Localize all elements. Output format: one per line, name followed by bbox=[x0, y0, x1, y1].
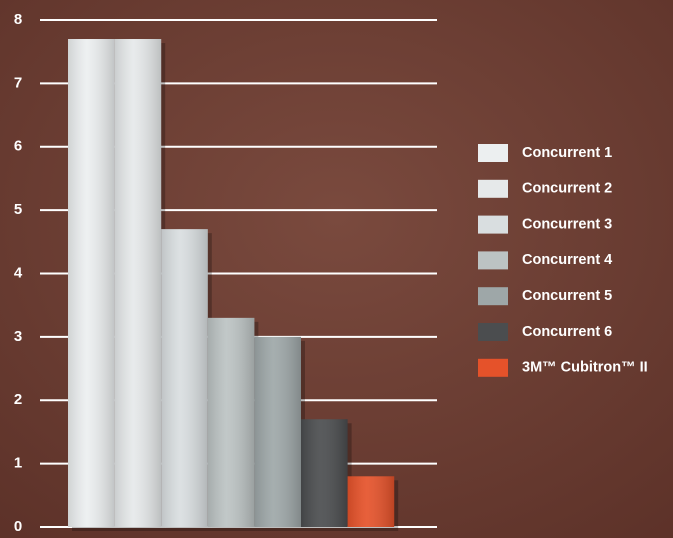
y-tick-label: 4 bbox=[14, 264, 23, 281]
legend-label: Concurrent 6 bbox=[522, 324, 612, 340]
y-tick-label: 1 bbox=[14, 455, 22, 472]
y-tick-label: 7 bbox=[14, 74, 22, 91]
y-tick-label: 5 bbox=[14, 201, 22, 218]
y-tick-label: 2 bbox=[14, 391, 22, 408]
legend-swatch bbox=[478, 179, 508, 198]
bar-texture bbox=[114, 39, 162, 527]
legend-label: Concurrent 4 bbox=[522, 252, 612, 268]
bar-texture bbox=[301, 419, 348, 527]
legend-swatch bbox=[478, 215, 508, 234]
legend-label: Concurrent 2 bbox=[522, 181, 612, 197]
legend-label: Concurrent 5 bbox=[522, 288, 612, 304]
bar-texture bbox=[161, 229, 208, 527]
legend-swatch bbox=[478, 358, 508, 377]
legend-swatch bbox=[478, 251, 508, 270]
bar-texture bbox=[68, 39, 115, 527]
legend-label: Concurrent 1 bbox=[522, 145, 612, 161]
bar-texture bbox=[347, 476, 395, 527]
y-tick-label: 3 bbox=[14, 328, 22, 345]
y-tick-label: 8 bbox=[14, 11, 22, 28]
legend-swatch bbox=[478, 144, 508, 162]
bar-texture bbox=[254, 336, 301, 527]
y-tick-label: 0 bbox=[14, 518, 22, 535]
legend-label: Concurrent 3 bbox=[522, 216, 612, 232]
bar-texture bbox=[207, 317, 255, 527]
legend-swatch bbox=[478, 287, 508, 306]
legend-label: 3M™ Cubitron™ II bbox=[522, 360, 648, 376]
y-tick-label: 6 bbox=[14, 138, 22, 155]
legend-swatch bbox=[478, 323, 508, 341]
